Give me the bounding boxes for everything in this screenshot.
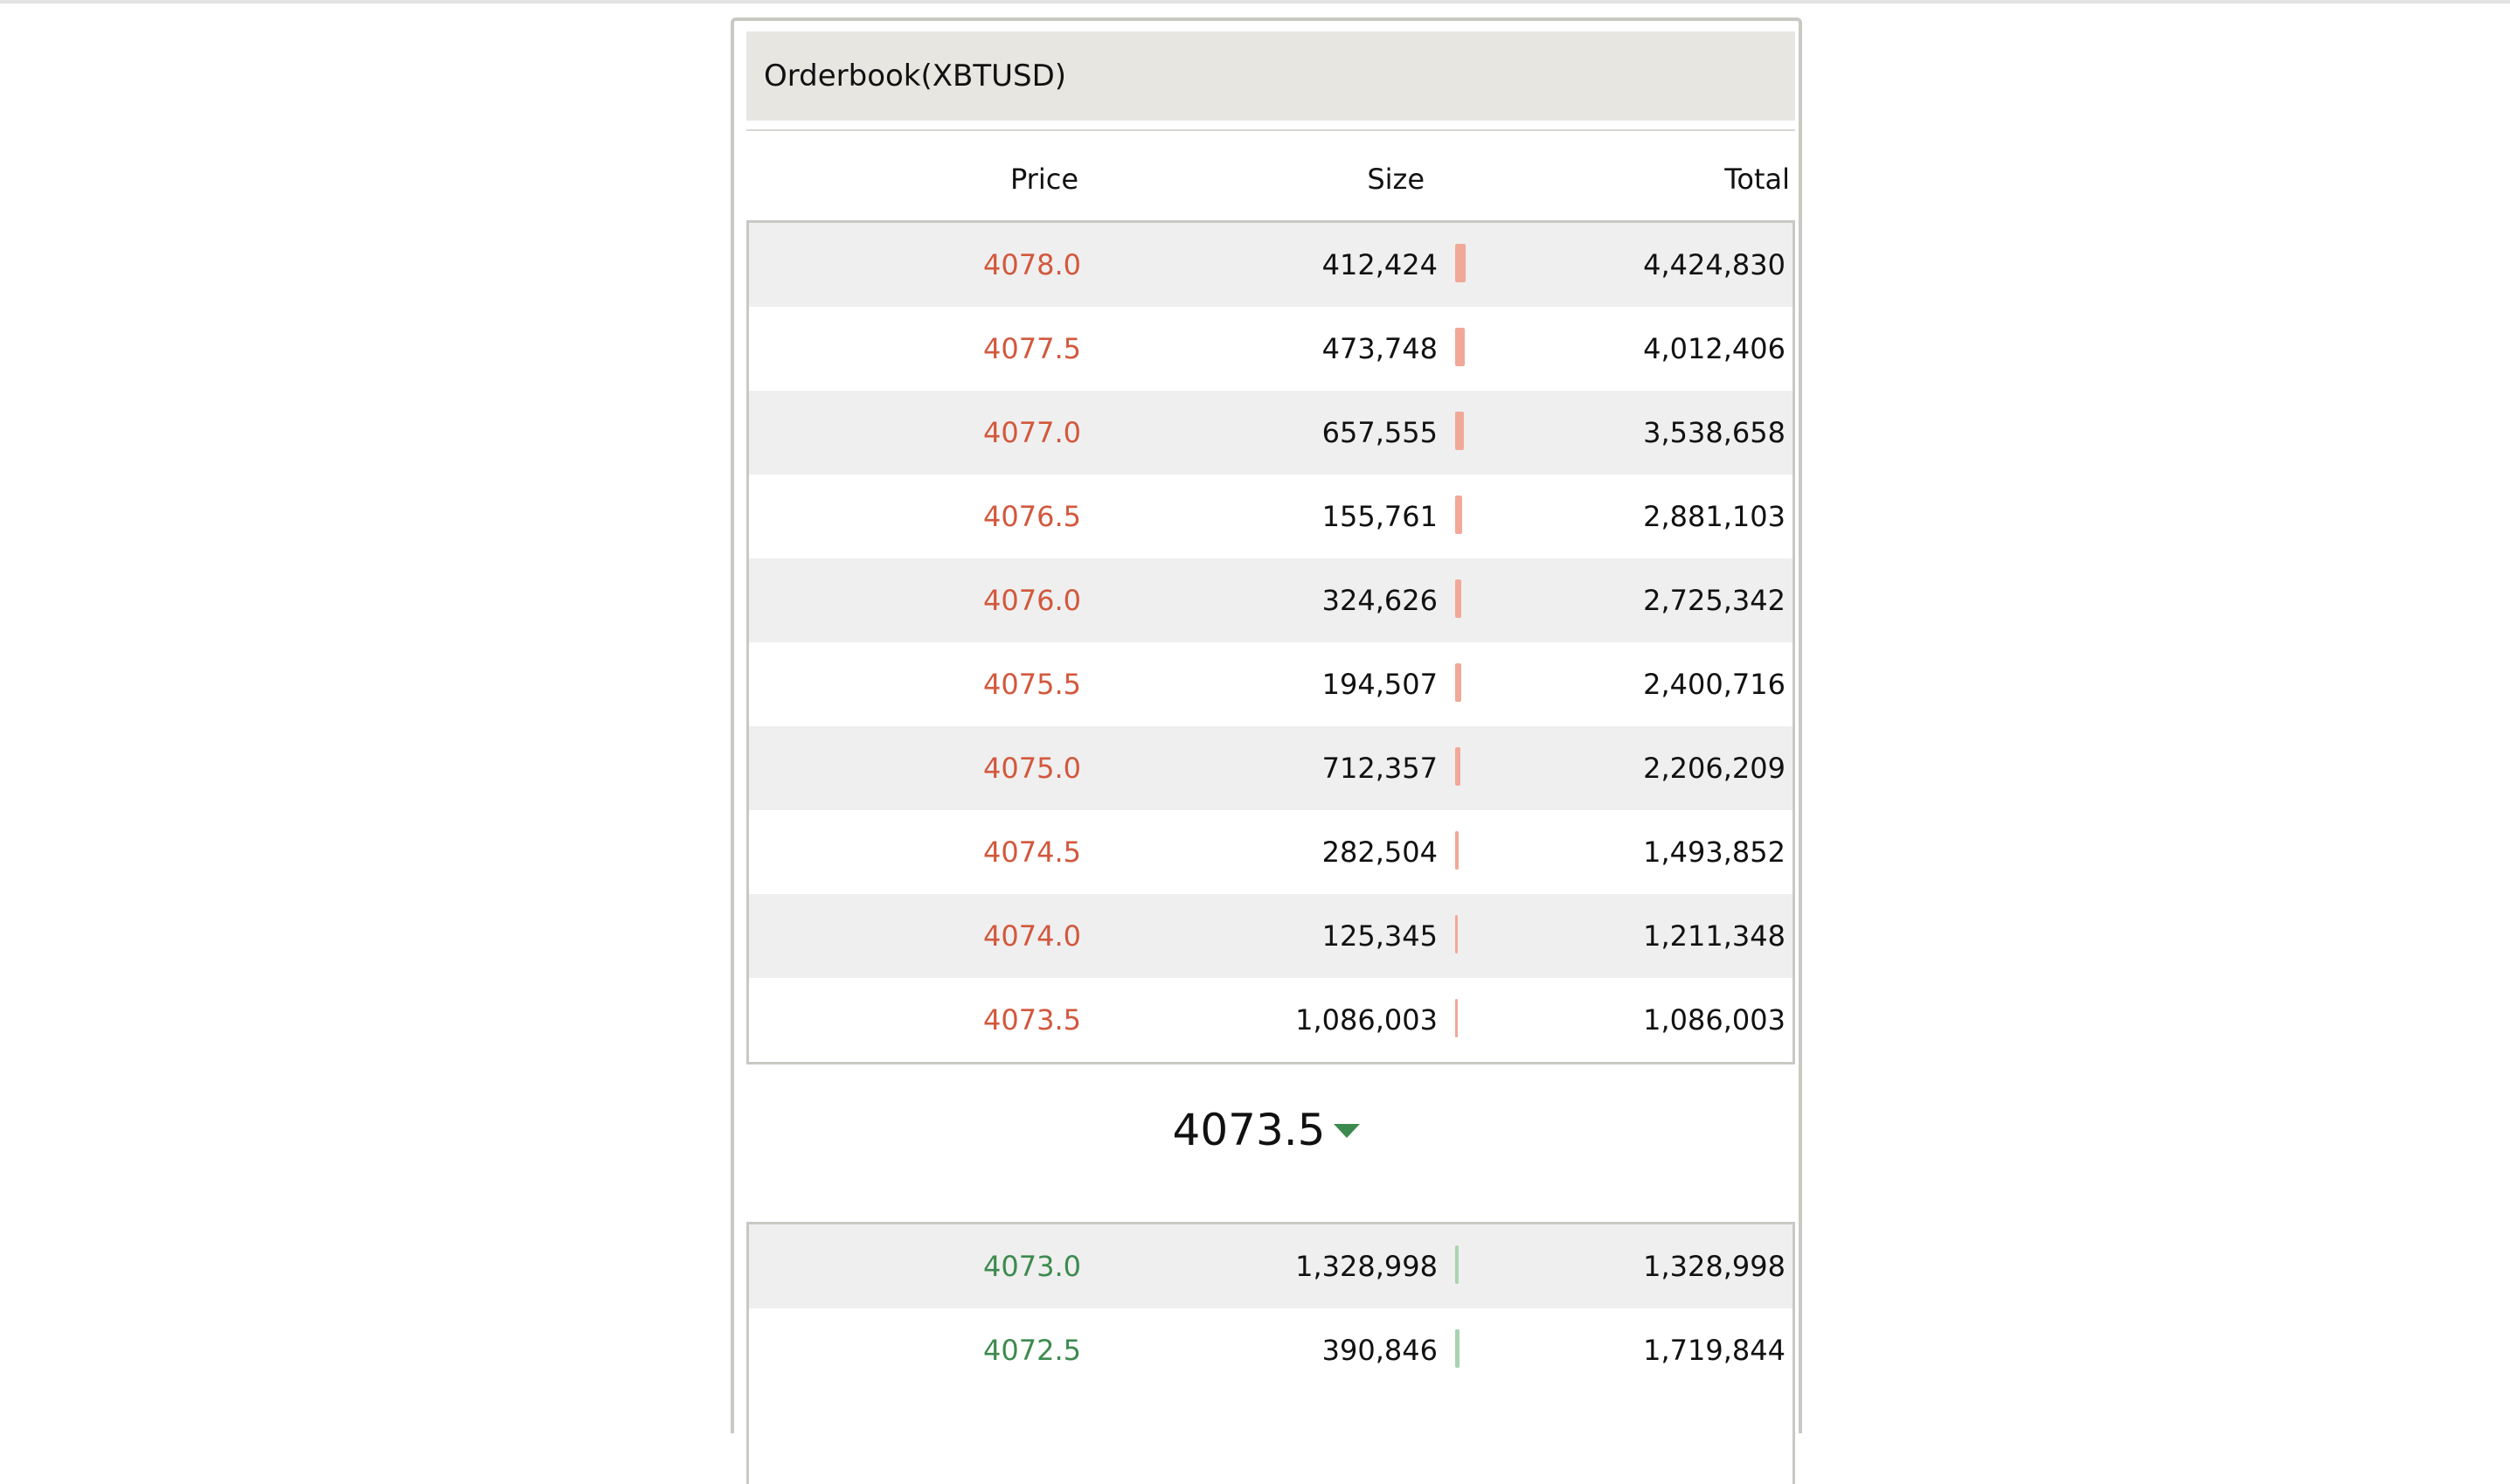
- ask-total: 4,424,830: [1643, 248, 1785, 281]
- last-price: 4073.5: [734, 1105, 1799, 1155]
- orderbook-header: Orderbook(XBTUSD): [746, 31, 1795, 121]
- ask-price[interactable]: 4078.0: [983, 248, 1081, 281]
- ask-price[interactable]: 4073.5: [983, 1003, 1081, 1037]
- ask-depth-bar: [1455, 496, 1462, 534]
- ask-depth-bar: [1455, 328, 1465, 366]
- ask-price[interactable]: 4075.0: [983, 752, 1081, 785]
- ask-total: 2,725,342: [1643, 584, 1785, 617]
- bid-row[interactable]: 4072.5 390,846 1,719,844: [749, 1308, 1792, 1392]
- ask-depth-bar: [1455, 579, 1461, 618]
- ask-total: 1,211,348: [1643, 919, 1785, 953]
- ask-row[interactable]: 4074.0 125,345 1,211,348: [749, 894, 1792, 978]
- bid-row[interactable]: 4073.0 1,328,998 1,328,998: [749, 1224, 1792, 1308]
- ask-row[interactable]: 4075.5 194,507 2,400,716: [749, 642, 1792, 726]
- header-divider: [746, 129, 1795, 131]
- ask-price[interactable]: 4077.5: [983, 332, 1081, 365]
- ask-depth-bar: [1455, 663, 1461, 702]
- ask-price[interactable]: 4074.5: [983, 836, 1081, 869]
- price-down-arrow-icon: [1334, 1124, 1361, 1138]
- ask-size: 324,626: [1321, 584, 1438, 617]
- total-column-header: Total: [1724, 163, 1790, 196]
- ask-total: 1,086,003: [1643, 1003, 1785, 1037]
- ask-size: 194,507: [1321, 668, 1438, 701]
- bids-table: 4073.0 1,328,998 1,328,998 4072.5 390,846 1,7…: [746, 1222, 1795, 1484]
- ask-depth-bar: [1455, 244, 1466, 282]
- ask-total: 3,538,658: [1643, 416, 1785, 449]
- ask-row[interactable]: 4076.0 324,626 2,725,342: [749, 558, 1792, 642]
- asks-table: 4078.0 412,424 4,424,830 4077.5 473,748 4,012…: [746, 220, 1795, 1064]
- column-headers: Price Size Total: [746, 142, 1795, 218]
- ask-depth-bar: [1455, 915, 1458, 954]
- ask-row[interactable]: 4074.5 282,504 1,493,852: [749, 810, 1792, 894]
- bid-price[interactable]: 4072.5: [983, 1334, 1081, 1367]
- ask-total: 2,400,716: [1643, 668, 1785, 701]
- orderbook-panel: Orderbook(XBTUSD) Price Size Total 4078.…: [731, 17, 1802, 1484]
- ask-price[interactable]: 4077.0: [983, 416, 1081, 449]
- ask-depth-bar: [1455, 412, 1464, 450]
- ask-total: 4,012,406: [1643, 332, 1785, 365]
- ask-size: 125,345: [1321, 919, 1438, 953]
- bid-depth-bar: [1455, 1245, 1459, 1284]
- ask-row[interactable]: 4077.0 657,555 3,538,658: [749, 391, 1792, 475]
- orderbook-title: Orderbook(XBTUSD): [764, 59, 1067, 94]
- ask-price[interactable]: 4076.5: [983, 500, 1081, 533]
- ask-price[interactable]: 4076.0: [983, 584, 1081, 617]
- ask-row[interactable]: 4077.5 473,748 4,012,406: [749, 307, 1792, 391]
- ask-size: 473,748: [1321, 332, 1438, 365]
- ask-size: 155,761: [1321, 500, 1438, 533]
- ask-size: 412,424: [1321, 248, 1438, 281]
- bid-size: 390,846: [1321, 1334, 1438, 1367]
- bid-total: 1,328,998: [1643, 1250, 1785, 1283]
- size-column-header: Size: [1367, 163, 1425, 196]
- last-price-value: 4073.5: [1172, 1105, 1326, 1155]
- ask-size: 712,357: [1321, 752, 1438, 785]
- ask-row[interactable]: 4075.0 712,357 2,206,209: [749, 726, 1792, 810]
- ask-size: 1,086,003: [1295, 1003, 1438, 1037]
- ask-total: 1,493,852: [1643, 836, 1785, 869]
- ask-depth-bar: [1455, 831, 1459, 870]
- ask-total: 2,881,103: [1643, 500, 1785, 533]
- ask-price[interactable]: 4074.0: [983, 919, 1081, 953]
- price-column-header: Price: [1009, 163, 1078, 196]
- ask-size: 282,504: [1321, 836, 1438, 869]
- ask-size: 657,555: [1321, 416, 1438, 449]
- ask-row[interactable]: 4076.5 155,761 2,881,103: [749, 475, 1792, 558]
- ask-row[interactable]: 4078.0 412,424 4,424,830: [749, 223, 1792, 307]
- ask-depth-bar: [1455, 747, 1460, 786]
- top-divider: [0, 0, 2510, 3]
- bid-size: 1,328,998: [1295, 1250, 1438, 1283]
- ask-price[interactable]: 4075.5: [983, 668, 1081, 701]
- bid-depth-bar: [1455, 1329, 1460, 1368]
- ask-row[interactable]: 4073.5 1,086,003 1,086,003: [749, 978, 1792, 1062]
- bid-price[interactable]: 4073.0: [983, 1250, 1081, 1283]
- ask-total: 2,206,209: [1643, 752, 1785, 785]
- bid-total: 1,719,844: [1643, 1334, 1785, 1367]
- ask-depth-bar: [1455, 999, 1458, 1037]
